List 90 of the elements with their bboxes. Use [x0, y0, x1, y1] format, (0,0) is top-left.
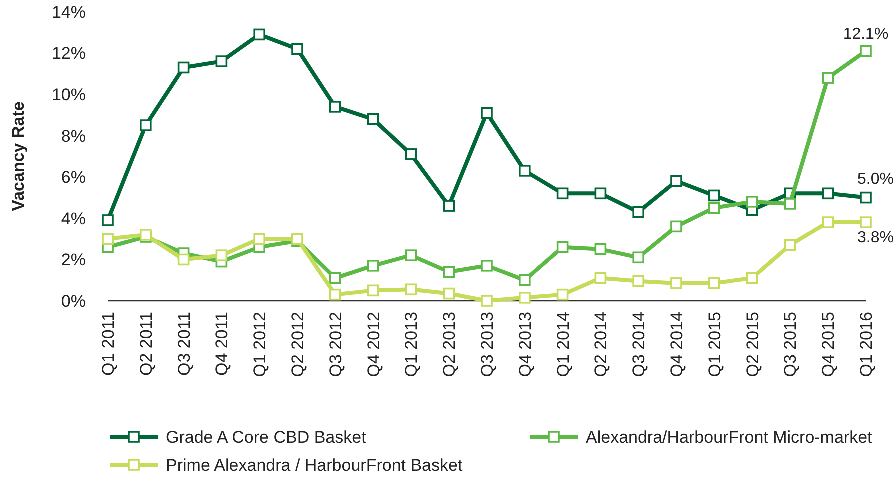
point	[632, 206, 644, 218]
point	[594, 243, 607, 256]
x-tick-label: Q2 2013	[440, 312, 460, 378]
x-tick-label: Q1 2012	[250, 312, 270, 378]
point	[746, 272, 758, 284]
point	[367, 260, 380, 272]
x-tick-label: Q2 2012	[288, 312, 308, 378]
point	[405, 250, 418, 262]
x-tick-label: Q2 2011	[136, 312, 156, 376]
point	[670, 175, 682, 188]
legend-label: Prime Alexandra / HarbourFront Basket	[166, 456, 463, 475]
point	[140, 120, 152, 132]
x-tick-label: Q1 2013	[402, 312, 422, 378]
point	[594, 272, 607, 284]
point	[481, 295, 493, 307]
point	[292, 233, 304, 245]
x-tick-label: Q2 2015	[743, 312, 762, 378]
point	[822, 216, 834, 228]
x-tick-label: Q1 2011	[99, 312, 118, 376]
legend-label: Grade A Core CBD Basket	[166, 428, 367, 447]
point	[216, 250, 228, 262]
point	[330, 288, 342, 301]
point	[178, 254, 190, 266]
x-tick-label: Q3 2011	[174, 312, 194, 376]
point	[481, 107, 493, 120]
x-tick-label: Q4 2011	[212, 312, 232, 376]
point	[330, 272, 342, 284]
point	[670, 278, 682, 290]
point	[443, 288, 455, 300]
y-tick-label: 6%	[61, 168, 86, 188]
point	[443, 266, 455, 278]
point	[708, 202, 720, 214]
point	[481, 260, 493, 272]
point	[670, 220, 682, 233]
point	[784, 239, 796, 252]
point	[822, 188, 834, 200]
point	[822, 72, 834, 84]
point	[708, 278, 720, 290]
annotation: 3.8%	[858, 230, 894, 247]
point	[556, 241, 569, 254]
x-tick-label: Q4 2012	[364, 312, 384, 378]
point	[860, 45, 872, 58]
point	[519, 292, 531, 304]
y-tick-label: 0%	[61, 292, 86, 311]
point	[367, 113, 380, 126]
point	[556, 188, 569, 200]
point	[254, 28, 266, 41]
point	[708, 190, 720, 202]
point	[178, 62, 190, 74]
point	[405, 284, 418, 296]
x-tick-label: Q4 2015	[819, 312, 838, 378]
x-tick-label: Q3 2013	[478, 312, 497, 378]
x-tick-label: Q1 2016	[857, 312, 876, 378]
x-tick-label: Q4 2014	[668, 312, 686, 378]
point	[784, 198, 796, 210]
x-tick-label: Q3 2015	[781, 312, 800, 378]
point	[860, 216, 872, 228]
y-tick-label: 4%	[61, 209, 86, 228]
point	[632, 275, 644, 288]
point	[254, 233, 266, 245]
point	[102, 233, 114, 245]
y-tick-label: 10%	[52, 86, 86, 105]
point	[746, 196, 758, 208]
annotation: 5.0%	[858, 170, 894, 188]
point	[102, 214, 114, 226]
point	[405, 148, 418, 160]
point	[292, 43, 304, 56]
point	[443, 200, 455, 212]
point	[330, 101, 342, 113]
point	[519, 165, 531, 177]
x-tick-label: Q1 2014	[554, 312, 573, 378]
x-tick-label: Q2 2014	[592, 312, 611, 378]
point	[860, 192, 872, 204]
y-tick-label: 8%	[61, 126, 86, 146]
point	[216, 56, 228, 68]
point	[594, 188, 607, 200]
y-axis-title: Vacancy Rate	[9, 102, 28, 212]
x-tick-label: Q3 2014	[630, 312, 649, 378]
x-tick-label: Q3 2012	[326, 312, 346, 378]
x-tick-label: Q1 2015	[705, 312, 724, 378]
legend-label: Alexandra/HarbourFront Micro-market	[586, 428, 873, 447]
annotation: 12.1%	[843, 26, 889, 44]
x-tick-label: Q4 2013	[516, 312, 535, 378]
point	[519, 274, 531, 286]
point	[367, 284, 380, 297]
y-tick-label: 2%	[61, 250, 86, 270]
y-tick-label: 12%	[52, 44, 86, 64]
point	[556, 288, 569, 301]
point	[632, 252, 644, 264]
y-tick-label: 14%	[52, 2, 86, 22]
